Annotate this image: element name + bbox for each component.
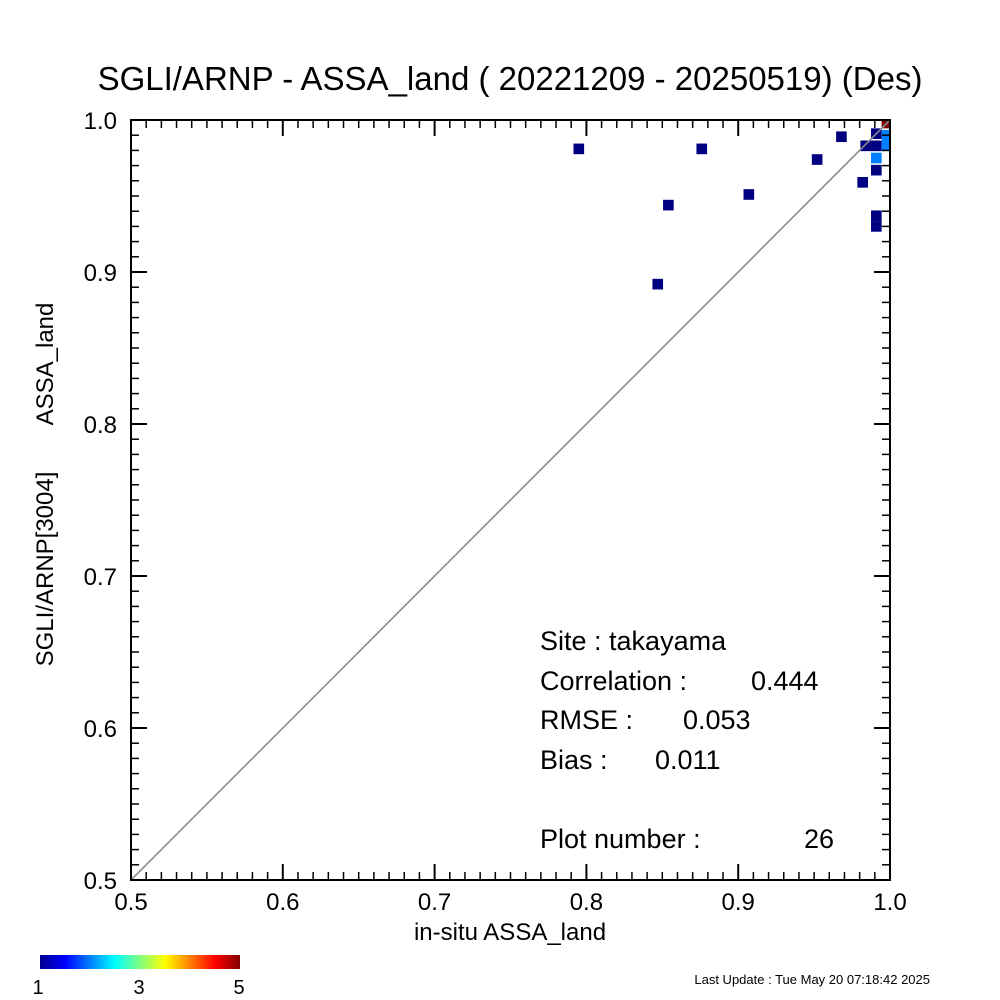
x-axis-label: in-situ ASSA_land xyxy=(414,919,606,946)
density-cell-10 xyxy=(871,221,882,232)
chart-title: SGLI/ARNP - ASSA_land ( 20221209 - 20250… xyxy=(98,60,923,97)
density-cell-4 xyxy=(743,189,755,200)
colorbar-gradient xyxy=(40,955,240,969)
x-tick-label-3: 0.8 xyxy=(570,889,603,916)
statistics-panel: Site : takayama Correlation : 0.444 RMSE… xyxy=(540,626,834,854)
colorbar-max-label: 5 xyxy=(233,977,244,999)
y-tick-label-3: 0.8 xyxy=(84,412,117,439)
density-cell-2 xyxy=(663,199,674,211)
density-cell-15 xyxy=(881,140,890,152)
density-cells xyxy=(573,120,890,290)
rmse-label: RMSE : xyxy=(540,705,633,735)
density-cell-0 xyxy=(573,143,585,155)
y-tick-labels: 0.5 0.6 0.7 0.8 0.9 1.0 xyxy=(84,108,117,895)
density-cell-6 xyxy=(836,131,847,143)
y-tick-label-5: 1.0 xyxy=(84,108,117,135)
colorbar-min-label: 1 xyxy=(32,977,43,999)
y-axis-label-variable: ASSA_land xyxy=(32,303,59,426)
plot-frame xyxy=(130,119,891,881)
density-cell-8 xyxy=(860,140,872,152)
density-cell-12 xyxy=(871,152,882,164)
plot-number-label: Plot number : xyxy=(540,824,701,854)
x-tick-label-1: 0.6 xyxy=(266,889,299,916)
density-cell-7 xyxy=(857,177,868,188)
y-tick-label-0: 0.5 xyxy=(84,868,117,895)
x-tick-label-0: 0.5 xyxy=(114,889,147,916)
y-tick-label-2: 0.7 xyxy=(84,564,117,591)
correlation-label: Correlation : xyxy=(540,666,687,696)
density-cell-9 xyxy=(871,210,882,222)
density-cell-1 xyxy=(696,143,708,155)
x-tick-label-5: 1.0 xyxy=(873,889,906,916)
bias-value: 0.011 xyxy=(655,745,721,775)
y-tick-label-1: 0.6 xyxy=(84,716,117,743)
one-to-one-line xyxy=(131,120,890,880)
y-axis-label-model: SGLI/ARNP[3004] xyxy=(32,472,59,667)
density-cell-13 xyxy=(871,140,882,152)
x-tick-label-4: 0.9 xyxy=(722,889,755,916)
plot-number-value: 26 xyxy=(804,824,834,854)
x-tick-label-2: 0.7 xyxy=(418,889,451,916)
last-update-text: Last Update : Tue May 20 07:18:42 2025 xyxy=(694,972,930,987)
bias-label: Bias : xyxy=(540,745,608,775)
site-text: Site : takayama xyxy=(540,626,727,656)
density-cell-5 xyxy=(811,154,823,165)
colorbar-mid-label: 3 xyxy=(133,977,144,999)
rmse-value: 0.053 xyxy=(683,705,751,735)
x-tick-labels: 0.5 0.6 0.7 0.8 0.9 1.0 xyxy=(114,889,906,916)
density-cell-11 xyxy=(871,164,882,176)
y-tick-label-4: 0.9 xyxy=(84,260,117,287)
correlation-value: 0.444 xyxy=(751,666,819,696)
density-cell-3 xyxy=(652,278,664,290)
axis-ticks xyxy=(130,119,891,881)
colorbar: 1 3 5 xyxy=(32,955,245,999)
